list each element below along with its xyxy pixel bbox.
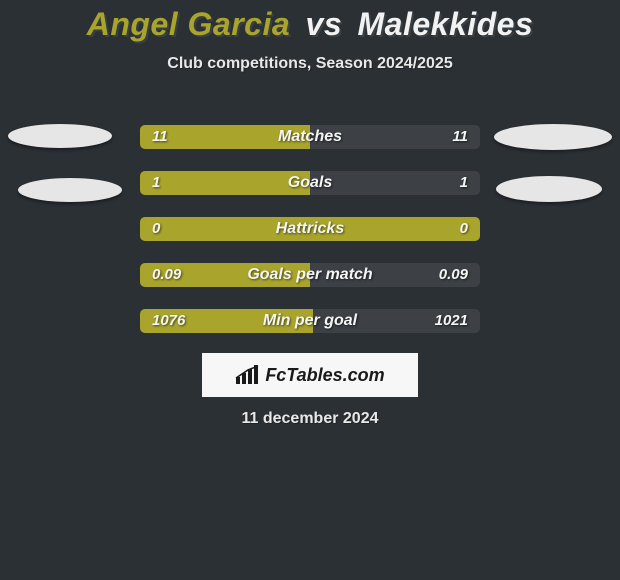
decorative-ellipse: [18, 178, 122, 202]
stat-row: Goals1 1: [140, 171, 480, 195]
stat-row: Min per goal1076 1021: [140, 309, 480, 333]
title-player1: Angel Garcia: [87, 6, 290, 42]
logo-box: FcTables.com: [202, 353, 418, 397]
subtitle: Club competitions, Season 2024/2025: [0, 55, 620, 73]
page-title: Angel Garcia vs Malekkides: [0, 0, 620, 43]
stat-value-player1: 0: [152, 217, 160, 241]
stat-value-player1: 1: [152, 171, 160, 195]
stat-label: Matches: [140, 125, 480, 149]
stat-value-player2: 1021: [435, 309, 468, 333]
comparison-infographic: Angel Garcia vs Malekkides Club competit…: [0, 0, 620, 580]
title-vs: vs: [306, 6, 343, 42]
stat-label: Hattricks: [140, 217, 480, 241]
stat-value-player1: 1076: [152, 309, 185, 333]
stat-row: Matches11 11: [140, 125, 480, 149]
decorative-ellipse: [8, 124, 112, 148]
stat-value-player1: 11: [152, 125, 168, 149]
chart-icon: [235, 365, 261, 385]
stat-value-player2: 0: [460, 217, 468, 241]
fctables-logo: FcTables.com: [235, 365, 384, 386]
stat-label: Min per goal: [140, 309, 480, 333]
stat-value-player2: 1: [460, 171, 468, 195]
decorative-ellipse: [494, 124, 612, 150]
logo-text: FcTables.com: [265, 365, 384, 386]
date-label: 11 december 2024: [0, 410, 620, 428]
stat-value-player1: 0.09: [152, 263, 181, 287]
stat-row: Hattricks0 0: [140, 217, 480, 241]
title-player2: Malekkides: [358, 6, 534, 42]
stat-value-player2: 0.09: [439, 263, 468, 287]
stat-value-player2: 11: [452, 125, 468, 149]
stat-row: Goals per match0.09 0.09: [140, 263, 480, 287]
stat-label: Goals per match: [140, 263, 480, 287]
stat-label: Goals: [140, 171, 480, 195]
decorative-ellipse: [496, 176, 602, 202]
stat-rows: Matches1111Goals11Hattricks00Goals per m…: [0, 125, 620, 355]
